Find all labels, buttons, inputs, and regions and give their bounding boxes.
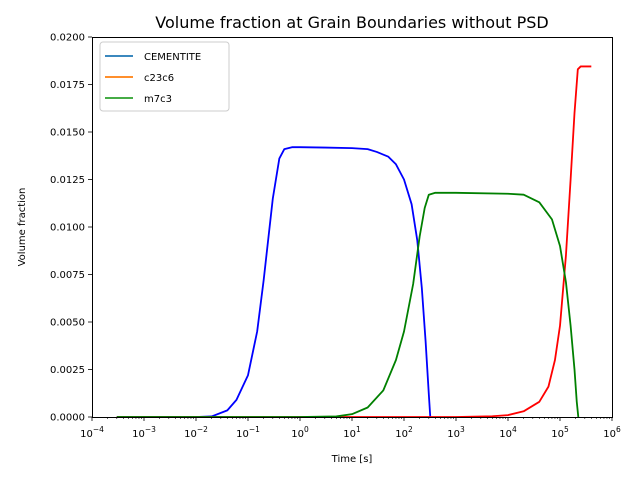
series-line-1	[116, 146, 432, 418]
plot-frame	[92, 37, 613, 418]
legend-label: c23c6	[144, 73, 174, 84]
x-tick-label: 102	[395, 425, 413, 440]
y-tick-label: 0.0175	[50, 80, 85, 91]
legend-label: m7c3	[144, 94, 172, 105]
y-tick-label: 0.0150	[50, 128, 85, 139]
x-tick-label: 10−2	[184, 425, 208, 440]
legend-label: CEMENTITE	[144, 52, 201, 63]
y-axis-label: Volume fraction	[17, 188, 28, 267]
y-tick-label: 0.0075	[50, 270, 85, 281]
x-axis-label: Time [s]	[331, 454, 373, 465]
x-tick-label: 10−4	[80, 425, 104, 440]
x-axis: 10−4 10−3 10−2 10−1 100 101 102 103 104 105 106	[80, 417, 621, 440]
legend-box	[99, 41, 230, 112]
y-tick-label: 0.0050	[50, 318, 85, 329]
series-line-2	[116, 65, 592, 418]
y-tick-label: 0.0200	[50, 33, 85, 44]
legend: CEMENTITE c23c6 m7c3	[99, 41, 230, 112]
y-axis: 0.0000 0.0025 0.0050 0.0075 0.0100 0.0125 0.01…	[50, 33, 92, 424]
x-tick-label: 106	[603, 425, 621, 440]
y-tick-label: 0.0000	[50, 413, 85, 424]
y-tick-label: 0.0100	[50, 223, 85, 234]
x-tick-label: 105	[551, 425, 569, 440]
x-tick-label: 10−1	[236, 425, 260, 440]
y-tick-label: 0.0025	[50, 365, 85, 376]
x-tick-label: 103	[447, 425, 465, 440]
x-tick-label: 100	[291, 425, 309, 440]
x-tick-label: 101	[343, 425, 361, 440]
x-tick-label: 104	[499, 425, 517, 440]
series-layer	[116, 65, 592, 418]
x-tick-label: 10−3	[132, 425, 156, 440]
series-line-3	[116, 191, 580, 418]
y-tick-label: 0.0125	[50, 175, 85, 186]
chart-title: Volume fraction at Grain Boundaries with…	[155, 13, 548, 32]
